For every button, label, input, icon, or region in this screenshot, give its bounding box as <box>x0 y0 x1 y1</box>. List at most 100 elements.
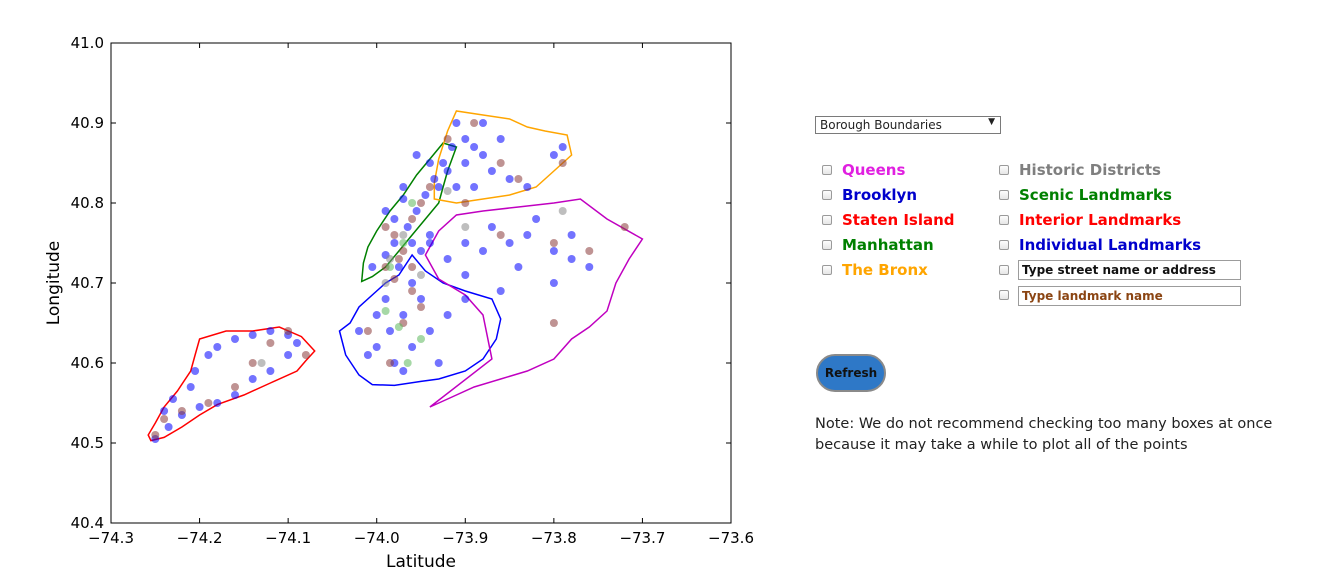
landmark-point <box>293 339 301 347</box>
boundary-brooklyn <box>338 253 502 387</box>
landmark-point <box>549 247 558 255</box>
landmark-point <box>434 183 443 191</box>
checkbox-box[interactable] <box>999 240 1009 250</box>
checkbox-landmark-search[interactable] <box>999 284 1019 306</box>
landmark-point <box>505 239 514 247</box>
landmark-point <box>191 367 200 375</box>
checkbox-the-bronx[interactable]: The Bronx <box>822 259 928 281</box>
landmark-point <box>470 183 479 191</box>
note-line-2: because it may take a while to plot all … <box>815 437 1188 453</box>
landmark-point <box>496 135 505 143</box>
landmark-point <box>496 231 505 239</box>
landmark-point <box>479 151 487 159</box>
checkbox-interior-landmarks[interactable]: Interior Landmarks <box>999 209 1181 231</box>
landmark-point <box>425 159 434 167</box>
y-tick-label: 40.9 <box>71 114 104 132</box>
x-tick-label: −73.7 <box>619 529 665 547</box>
checkbox-box[interactable] <box>999 265 1009 275</box>
checkbox-individual-landmarks[interactable]: Individual Landmarks <box>999 234 1201 256</box>
landmark-point <box>439 159 448 167</box>
checkbox-brooklyn[interactable]: Brooklyn <box>822 184 917 206</box>
landmark-point <box>496 159 505 167</box>
checkbox-label: Brooklyn <box>842 186 918 204</box>
landmark-point <box>248 359 257 367</box>
landmark-point <box>549 279 558 287</box>
checkbox-box[interactable] <box>999 165 1009 175</box>
landmark-point <box>412 151 421 159</box>
checkbox-scenic-landmarks[interactable]: Scenic Landmarks <box>999 184 1172 206</box>
landmark-point <box>434 359 443 367</box>
landmark-point <box>266 339 275 347</box>
x-tick-label: −73.6 <box>708 529 754 547</box>
refresh-button[interactable]: Refresh <box>816 354 886 392</box>
plot-background <box>111 43 731 523</box>
note-line-1: Note: We do not recommend checking too m… <box>815 416 1273 432</box>
landmark-point <box>394 255 403 263</box>
landmark-point <box>284 351 293 359</box>
checkbox-box[interactable] <box>822 215 832 225</box>
landmark-point <box>363 327 372 335</box>
landmark-point <box>284 327 293 335</box>
landmark-point <box>479 119 487 127</box>
landmark-point <box>248 331 257 339</box>
checkbox-box[interactable] <box>999 290 1009 300</box>
landmark-point <box>461 199 470 207</box>
checkbox-label: Individual Landmarks <box>1019 236 1202 254</box>
checkbox-historic-districts[interactable]: Historic Districts <box>999 159 1161 181</box>
checkbox-label: Interior Landmarks <box>1019 211 1182 229</box>
address-input[interactable]: Type street name or address <box>1018 260 1241 280</box>
checkbox-queens[interactable]: Queens <box>822 159 905 181</box>
landmark-point <box>399 311 408 319</box>
landmark-point <box>412 207 421 215</box>
landmark-point <box>386 263 394 271</box>
landmark-point <box>452 183 461 191</box>
landmark-point <box>231 335 239 343</box>
landmark-point <box>399 231 408 239</box>
checkbox-staten-island[interactable]: Staten Island <box>822 209 955 231</box>
dataset-select[interactable]: Borough Boundaries ▼ <box>815 116 1001 134</box>
landmark-point <box>585 263 594 271</box>
landmark-point <box>452 119 461 127</box>
checkbox-label: The Bronx <box>842 261 928 279</box>
landmark-point <box>408 215 417 223</box>
checkbox-box[interactable] <box>822 265 832 275</box>
landmark-point <box>567 231 576 239</box>
checkbox-manhattan[interactable]: Manhattan <box>822 234 934 256</box>
landmark-point <box>213 343 222 351</box>
landmark-point <box>399 367 408 375</box>
checkbox-box[interactable] <box>822 190 832 200</box>
landmark-point <box>355 327 363 335</box>
landmark-point <box>425 183 434 191</box>
landmark-point <box>425 231 434 239</box>
landmark-point <box>421 191 430 199</box>
x-tick-label: −74.0 <box>354 529 400 547</box>
checkbox-box[interactable] <box>822 240 832 250</box>
checkbox-box[interactable] <box>999 190 1009 200</box>
landmark-point <box>620 223 629 231</box>
landmark-name-input[interactable]: Type landmark name <box>1018 286 1241 306</box>
landmark-point <box>417 295 425 303</box>
landmark-point <box>394 323 403 331</box>
landmark-point <box>479 247 487 255</box>
landmark-point <box>160 415 169 423</box>
dataset-select-value: Borough Boundaries <box>820 118 942 132</box>
landmark-point <box>443 311 452 319</box>
landmark-point <box>386 327 394 335</box>
landmark-point <box>514 263 523 271</box>
checkbox-label: Scenic Landmarks <box>1019 186 1172 204</box>
landmark-point <box>381 223 390 231</box>
checkbox-address-search[interactable] <box>999 259 1019 281</box>
landmark-point <box>558 207 567 215</box>
landmark-point <box>549 319 558 327</box>
map-plot: −74.3 −74.2 −74.1 −74.0 −73.9 −73.8 −73.7 −73.6… <box>44 34 754 572</box>
landmark-point <box>417 199 425 207</box>
landmark-point <box>443 187 452 195</box>
landmark-point <box>487 223 496 231</box>
landmark-point <box>523 183 532 191</box>
checkbox-box[interactable] <box>999 215 1009 225</box>
x-tick-label: −74.1 <box>265 529 311 547</box>
checkbox-label: Staten Island <box>842 211 955 229</box>
y-tick-label: 40.7 <box>71 274 104 292</box>
checkbox-box[interactable] <box>822 165 832 175</box>
landmark-point <box>381 295 390 303</box>
